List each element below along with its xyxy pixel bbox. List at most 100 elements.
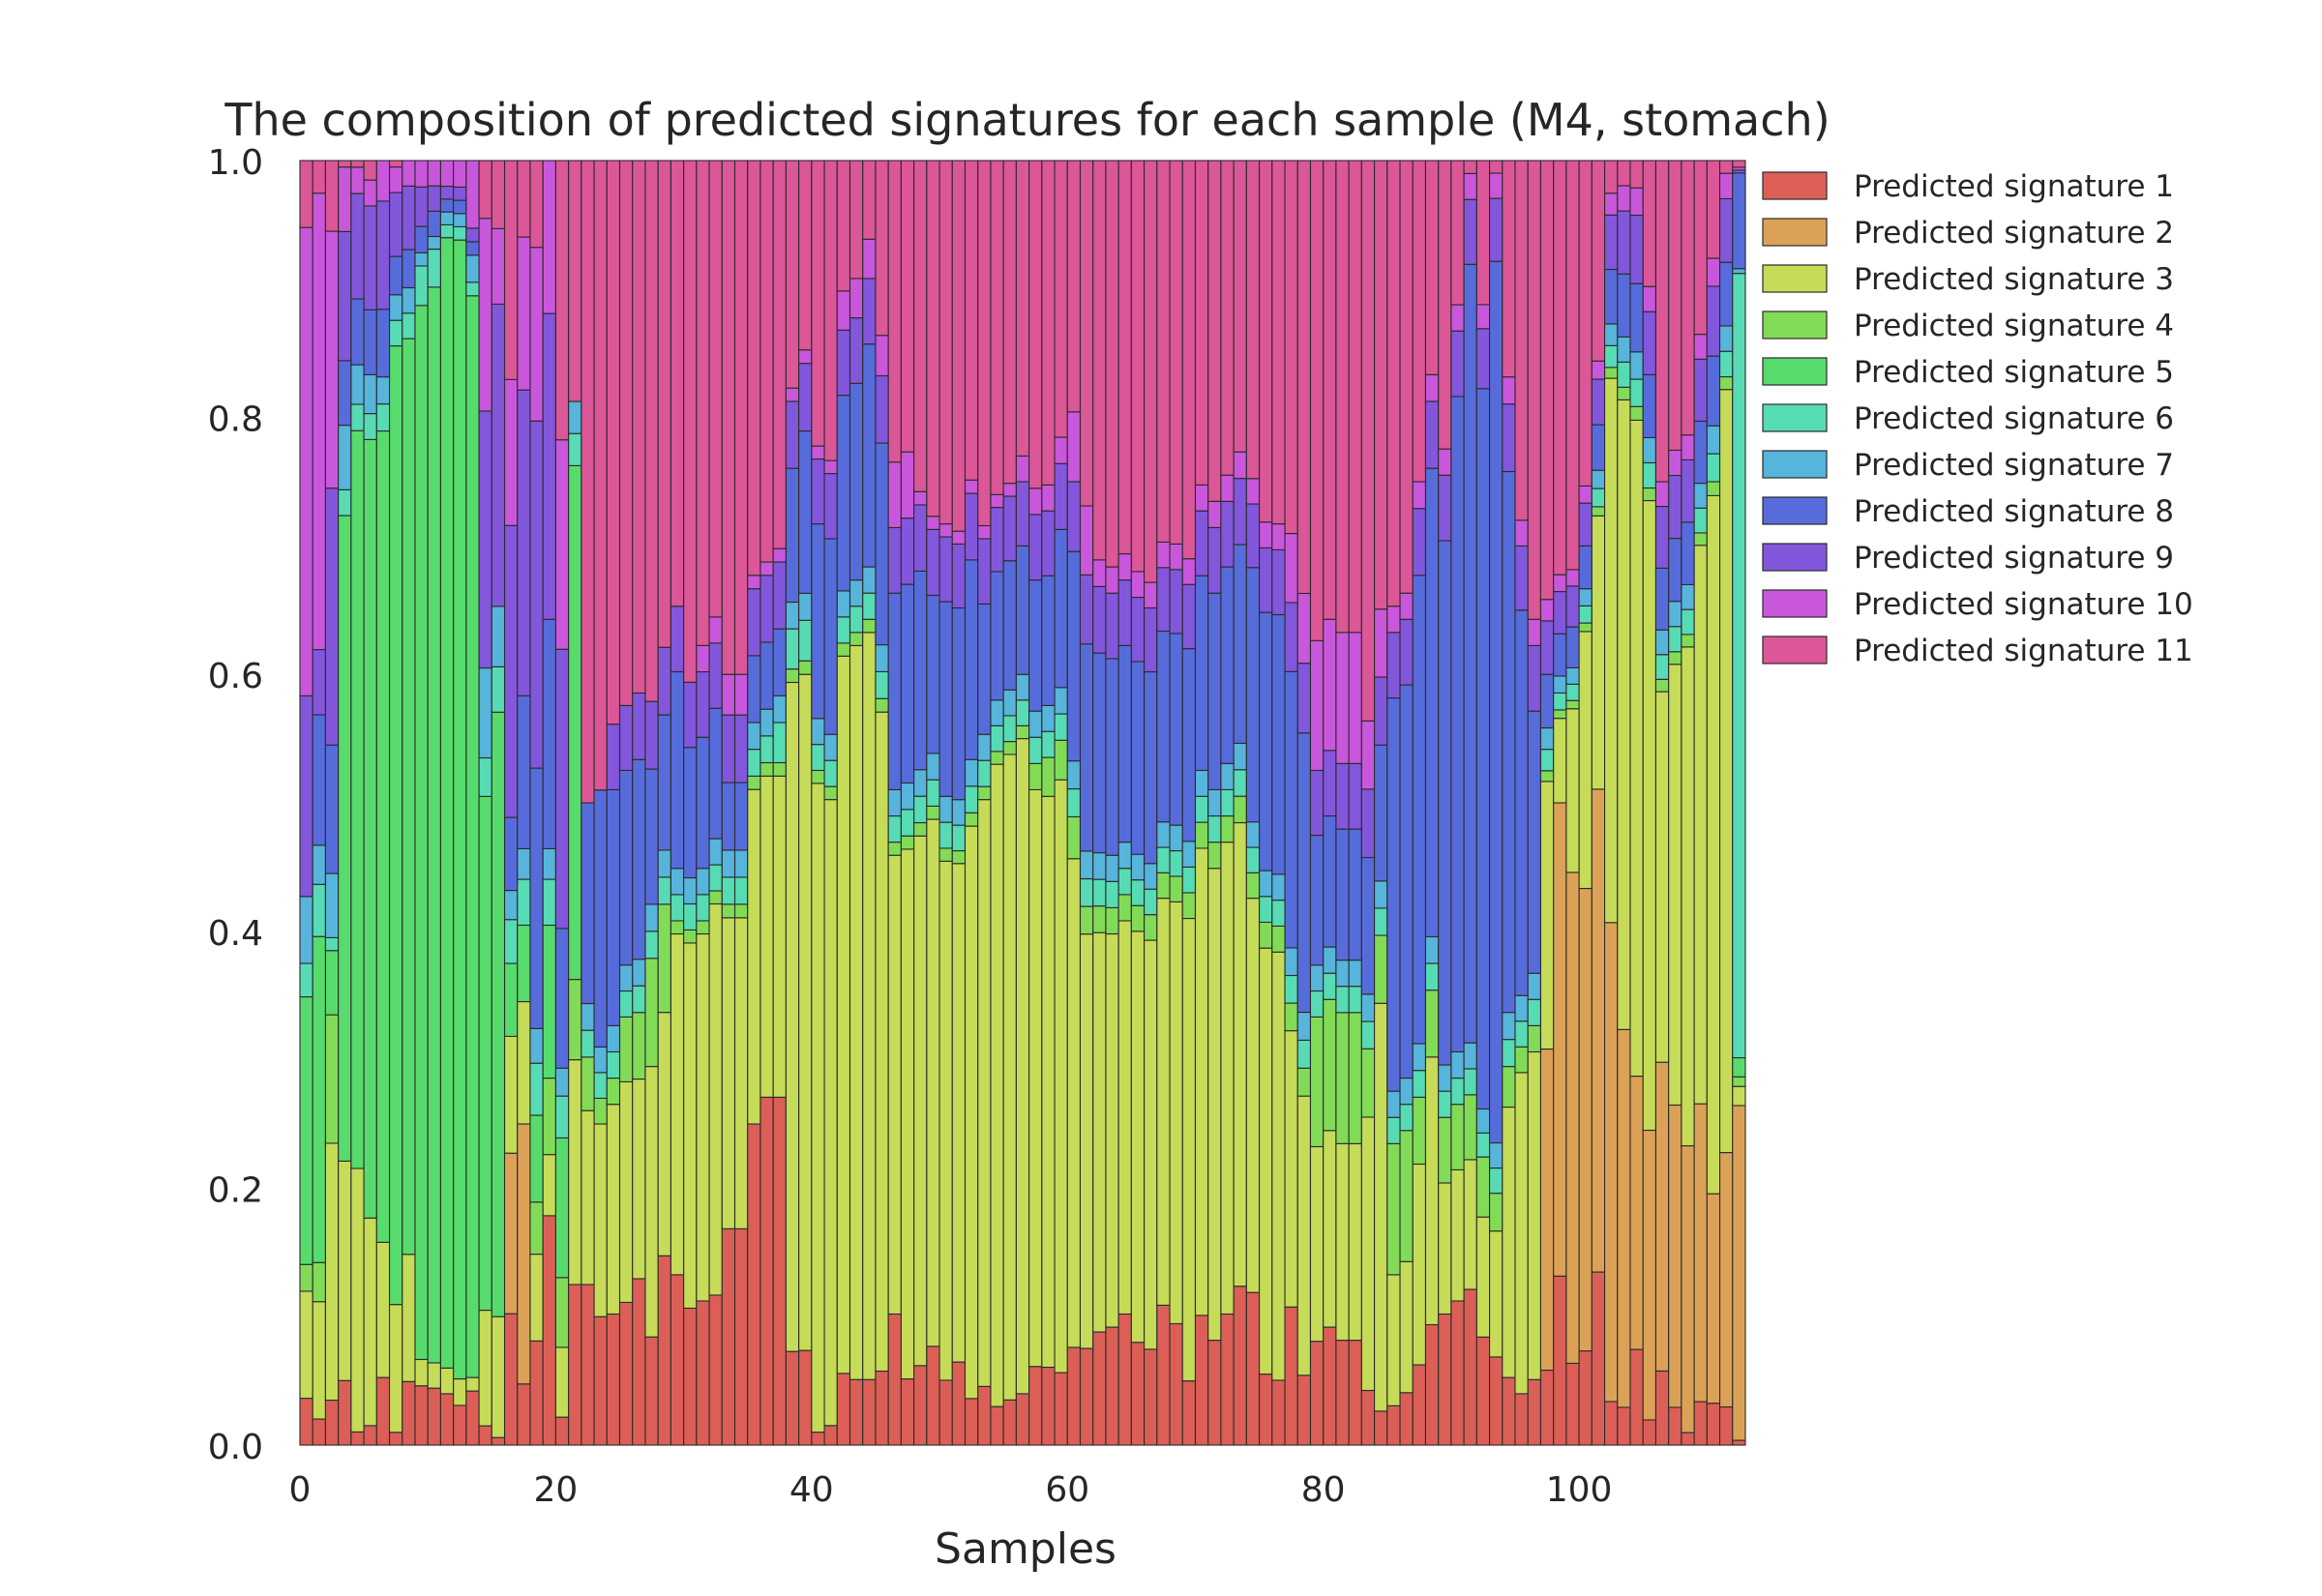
legend-label: Predicted signature 11 — [1854, 634, 2193, 668]
legend-swatch — [1762, 171, 1828, 200]
bar-segment-s1-x80 — [1323, 1326, 1337, 1446]
bar-segment-s2-x108 — [1681, 1145, 1695, 1433]
bar-segment-s6-x54 — [990, 724, 1004, 753]
bar-segment-s4-x48 — [913, 821, 928, 837]
bar-segment-s1-x18 — [529, 1340, 544, 1446]
bar-segment-s1-x13 — [465, 1390, 480, 1446]
bar-segment-s10-x11 — [439, 160, 455, 188]
bar-segment-s8-x110 — [1706, 355, 1721, 427]
bar-segment-s7-x82 — [1348, 960, 1362, 988]
bar-segment-s3-x51 — [951, 863, 967, 1363]
bar-segment-s3-x63 — [1105, 932, 1119, 1328]
bar-segment-s6-x112 — [1732, 273, 1746, 1059]
bar-segment-s1-x64 — [1117, 1313, 1132, 1446]
bar-segment-s1-x17 — [517, 1383, 531, 1446]
bar-segment-s1-x99 — [1565, 1362, 1580, 1446]
bar-segment-s6-x38 — [785, 628, 800, 670]
bar-segment-s6-x27 — [644, 931, 659, 960]
bar-segment-s9-x73 — [1233, 478, 1247, 546]
bar-segment-s4-x80 — [1323, 998, 1337, 1132]
bar-segment-s9-x48 — [913, 504, 928, 572]
bar-segment-s6-x53 — [977, 759, 992, 787]
bar-segment-s9-x46 — [887, 526, 902, 594]
bar-segment-s4-x62 — [1092, 905, 1107, 933]
bar-segment-s7-x8 — [402, 286, 416, 314]
bar-segment-s8-x6 — [375, 309, 391, 378]
bar-segment-s3-x38 — [785, 681, 800, 1352]
bar-segment-s1-x57 — [1028, 1366, 1043, 1446]
bar-segment-s3-x45 — [875, 711, 889, 1373]
bar-segment-s3-x29 — [670, 932, 685, 1276]
bar-segment-s6-x42 — [836, 616, 851, 644]
bar-segment-s5-x112 — [1732, 1056, 1746, 1078]
bar-segment-s11-x101 — [1591, 160, 1606, 362]
bar-segment-s1-x61 — [1079, 1347, 1094, 1446]
bar-segment-s1-x66 — [1144, 1348, 1158, 1446]
bar-segment-s3-x30 — [683, 942, 698, 1309]
bar-segment-s10-x97 — [1539, 599, 1555, 622]
bar-segment-s6-x86 — [1399, 1104, 1414, 1132]
bar-segment-s6-x18 — [529, 1062, 544, 1116]
bar-segment-s1-x67 — [1156, 1304, 1171, 1446]
bar-segment-s1-x102 — [1604, 1401, 1619, 1446]
bar-segment-s10-x110 — [1706, 257, 1721, 287]
bar-segment-s10-x57 — [1028, 488, 1043, 516]
legend-swatch — [1762, 218, 1828, 247]
bar-segment-s7-x75 — [1259, 870, 1273, 898]
bar-segment-s11-x33 — [721, 160, 736, 675]
bar-segment-s8-x74 — [1245, 567, 1261, 823]
bar-segment-s3-x14 — [478, 1310, 492, 1427]
bar-segment-s4-x66 — [1144, 914, 1158, 941]
bar-segment-s8-x85 — [1386, 697, 1401, 1092]
bar-segment-s4-x46 — [887, 842, 902, 856]
legend-swatch — [1762, 589, 1828, 618]
bar-segment-s6-x107 — [1668, 626, 1682, 653]
bar-segment-s8-x43 — [848, 382, 864, 581]
bar-segment-s1-x81 — [1335, 1340, 1350, 1446]
bar-segment-s8-x71 — [1207, 592, 1222, 790]
bars-group — [299, 160, 1746, 1446]
bar-segment-s11-x95 — [1514, 160, 1529, 521]
bar-segment-s9-x63 — [1105, 592, 1119, 660]
bar-segment-s10-x104 — [1629, 187, 1644, 217]
legend-label: Predicted signature 10 — [1854, 587, 2193, 622]
bar-segment-s11-x3 — [338, 160, 352, 168]
bar-segment-s7-x19 — [542, 847, 556, 880]
bar-segment-s6-x0 — [299, 962, 313, 998]
legend-swatch — [1762, 635, 1828, 665]
bar-segment-s8-x70 — [1194, 575, 1209, 772]
bar-segment-s4-x0 — [299, 1263, 313, 1292]
bar-segment-s11-x110 — [1706, 160, 1721, 259]
bar-segment-s4-x22 — [580, 1056, 595, 1111]
bar-segment-s6-x100 — [1578, 605, 1593, 624]
bar-segment-s10-x55 — [1002, 483, 1017, 497]
bar-segment-s10-x83 — [1360, 720, 1376, 790]
bar-segment-s4-x69 — [1181, 892, 1197, 920]
bar-segment-s9-x111 — [1719, 197, 1734, 263]
y-tick-label: 1.0 — [208, 143, 263, 183]
bar-segment-s7-x79 — [1309, 964, 1325, 992]
bar-segment-s7-x50 — [938, 795, 953, 823]
bar-segment-s10-x62 — [1092, 559, 1107, 587]
bar-segment-s8-x16 — [503, 816, 519, 892]
bar-segment-s6-x90 — [1450, 1078, 1465, 1106]
bar-segment-s4-x20 — [554, 1277, 570, 1348]
bar-segment-s4-x45 — [875, 697, 889, 713]
bar-segment-s6-x76 — [1271, 900, 1286, 927]
bar-segment-s11-x52 — [964, 160, 979, 481]
bar-segment-s3-x53 — [977, 799, 992, 1387]
bar-segment-s2-x111 — [1719, 1152, 1734, 1408]
bar-segment-s9-x52 — [964, 492, 979, 561]
bar-segment-s10-x72 — [1220, 474, 1235, 502]
bar-segment-s1-x112 — [1732, 1439, 1746, 1446]
bar-segment-s1-x42 — [836, 1373, 851, 1446]
bar-segment-s4-x25 — [618, 1016, 634, 1082]
bar-segment-s3-x107 — [1668, 664, 1682, 1107]
bar-segment-s9-x82 — [1348, 762, 1362, 830]
bar-segment-s7-x6 — [375, 376, 391, 405]
bar-segment-s3-x92 — [1475, 1216, 1491, 1338]
bar-segment-s11-x60 — [1066, 160, 1082, 413]
bar-segment-s9-x39 — [798, 363, 813, 432]
bar-segment-s3-x65 — [1130, 931, 1146, 1344]
bar-segment-s4-x32 — [708, 890, 723, 905]
